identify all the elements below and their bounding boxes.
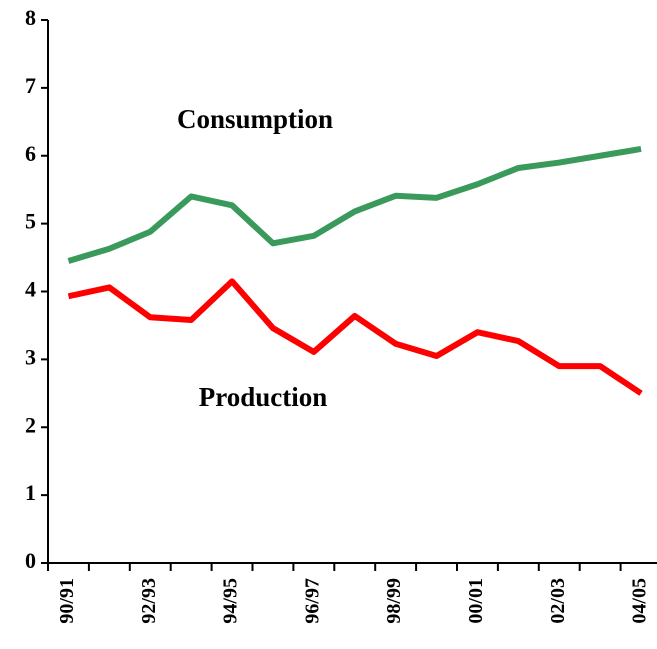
y-tick-label: 5	[25, 209, 36, 234]
y-tick-label: 1	[25, 480, 36, 505]
x-tick-label: 96/97	[301, 578, 323, 624]
series-line	[67, 146, 642, 264]
y-tick-label: 3	[25, 344, 36, 369]
x-tick-label: 04/05	[629, 578, 651, 624]
x-tick-label: 00/01	[465, 578, 487, 624]
series-label: Production	[199, 382, 328, 412]
x-tick-label: 90/91	[56, 578, 78, 624]
x-tick-label: 92/93	[138, 578, 160, 624]
x-tick-label: 98/99	[383, 578, 405, 624]
y-tick-label: 4	[25, 277, 36, 302]
y-tick-label: 8	[25, 5, 36, 30]
y-tick-label: 7	[25, 73, 36, 98]
series-label: Consumption	[177, 104, 333, 134]
y-tick-label: 2	[25, 412, 36, 437]
x-tick-label: 94/95	[220, 578, 242, 624]
x-tick-label: 02/03	[547, 578, 569, 624]
y-tick-label: 0	[25, 548, 36, 573]
y-tick-label: 6	[25, 141, 36, 166]
series-line	[67, 278, 643, 396]
